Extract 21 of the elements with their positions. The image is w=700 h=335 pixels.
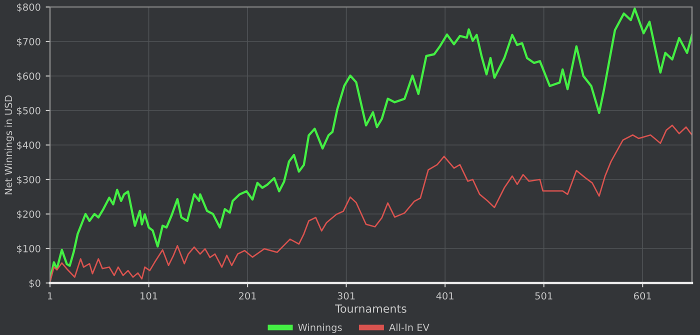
y-axis-title: Net Winnings in USD: [4, 95, 14, 194]
line-series: [50, 124, 692, 283]
y-tick-label: $200: [17, 210, 40, 220]
x-tick-label: 401: [436, 292, 454, 300]
y-tick-label: $700: [17, 38, 40, 47]
legend-label: All-In EV: [389, 324, 430, 331]
y-tick-label: $500: [17, 106, 40, 116]
y-tick-label: $0: [29, 279, 40, 288]
x-tick-label: 501: [535, 292, 552, 300]
y-tick-label: $400: [17, 141, 40, 150]
x-tick-label: 301: [338, 292, 355, 300]
x-tick-label: 101: [140, 292, 158, 300]
x-tick-label: 601: [634, 292, 651, 300]
y-tick-label: $600: [17, 72, 40, 82]
x-tick-label: 201: [238, 292, 256, 300]
y-tick-label: $800: [17, 3, 40, 12]
x-tick-label: 1: [48, 292, 52, 300]
y-tick-label: $100: [17, 244, 40, 254]
x-axis-title: Tournaments: [335, 304, 406, 313]
y-tick-label: $300: [17, 176, 40, 185]
legend-label: Winnings: [298, 324, 342, 333]
